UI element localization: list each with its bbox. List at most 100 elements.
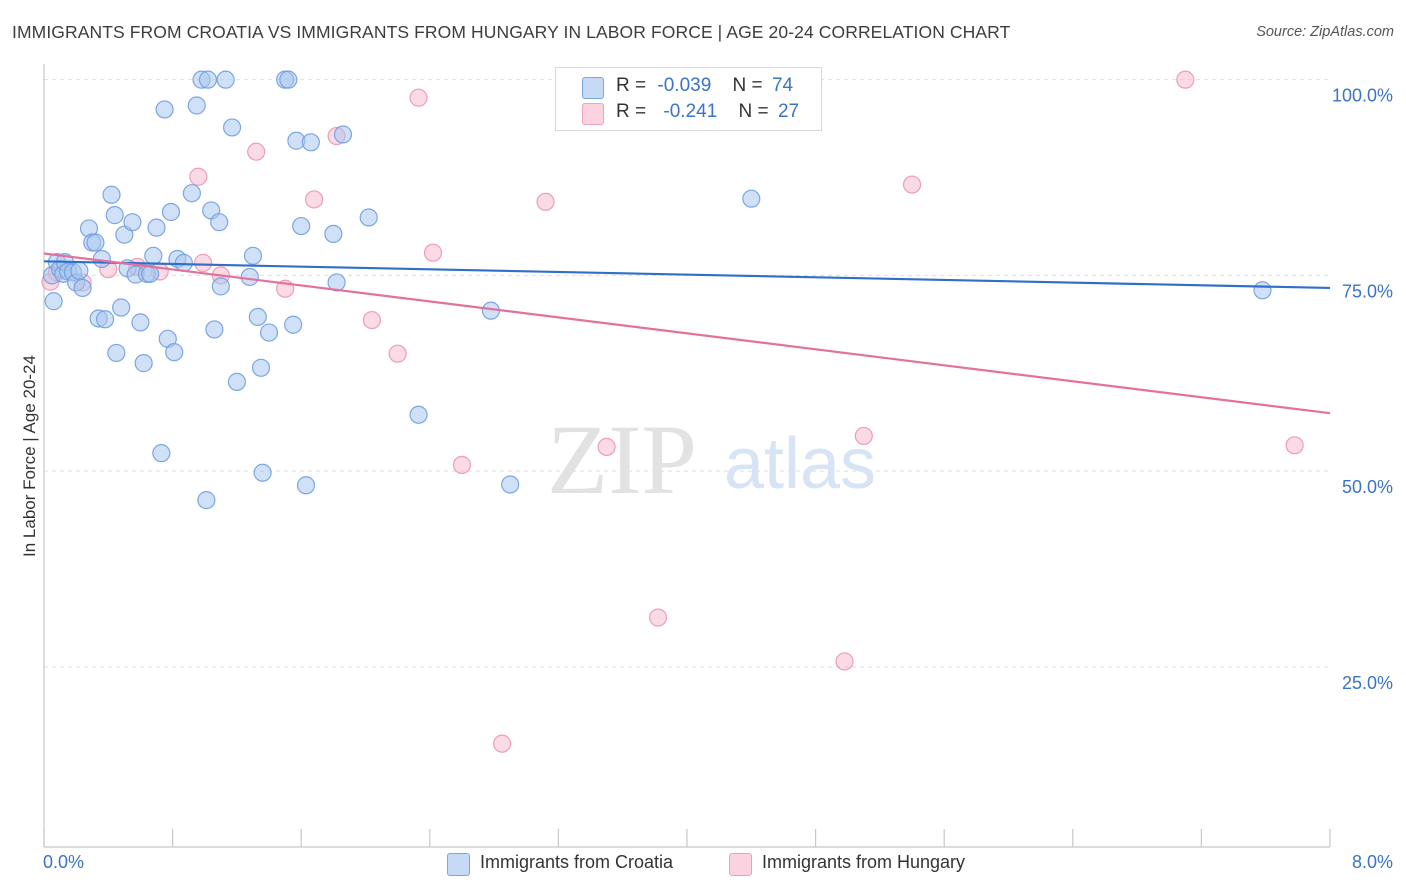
chart-title: IMMIGRANTS FROM CROATIA VS IMMIGRANTS FR…	[12, 22, 1011, 42]
bottom-legend-label-croatia: Immigrants from Croatia	[480, 852, 674, 872]
data-point-croatia	[359, 208, 378, 227]
data-point-croatia	[501, 475, 520, 494]
data-point-croatia	[123, 213, 142, 232]
data-point-hungary	[362, 310, 382, 330]
data-point-croatia	[95, 310, 115, 329]
data-point-croatia	[333, 125, 353, 144]
data-point-croatia	[44, 292, 63, 311]
data-point-hungary	[648, 608, 668, 627]
bottom-legend-swatch-hungary	[729, 853, 752, 876]
data-point-croatia	[253, 463, 272, 482]
y-tick-labels: 25.0% 50.0% 75.0% 100.0%	[1332, 86, 1393, 693]
y-axis-label: In Labor Force | Age 20-24	[20, 355, 39, 557]
data-point-hungary	[247, 142, 266, 161]
data-point-croatia	[197, 491, 216, 510]
data-point-croatia	[70, 261, 89, 280]
data-point-croatia	[327, 273, 346, 292]
data-point-hungary	[452, 455, 472, 474]
data-point-hungary	[194, 253, 213, 272]
x-tick-label-max: 8.0%	[1351, 852, 1393, 872]
data-point-croatia	[165, 343, 184, 362]
y-tick-label: 75.0%	[1342, 281, 1393, 301]
data-point-hungary	[1176, 70, 1195, 89]
data-point-hungary	[493, 734, 512, 753]
legend-n-value: 74	[771, 75, 794, 96]
data-point-croatia	[259, 323, 279, 342]
bottom-legend-swatch-croatia	[447, 853, 470, 876]
data-point-croatia	[182, 184, 201, 203]
y-tick-label: 100.0%	[1332, 86, 1393, 106]
data-point-hungary	[835, 652, 854, 671]
legend-n-label: N =	[732, 75, 763, 96]
legend-n-value: 27	[777, 101, 800, 122]
data-point-croatia	[248, 307, 267, 327]
data-point-croatia	[279, 70, 298, 89]
data-point-hungary	[902, 175, 922, 194]
legend-swatch-hungary	[582, 103, 604, 125]
data-point-croatia	[107, 343, 126, 363]
data-point-croatia	[210, 213, 229, 232]
data-point-hungary	[1285, 436, 1304, 455]
data-point-croatia	[131, 313, 150, 332]
bottom-legend-label-hungary: Immigrants from Hungary	[762, 852, 966, 872]
data-point-croatia	[324, 224, 343, 244]
data-point-croatia	[301, 133, 320, 152]
trend-line-hungary	[43, 252, 1331, 415]
data-point-croatia	[198, 70, 218, 89]
data-point-croatia	[112, 298, 131, 317]
data-point-hungary	[854, 426, 873, 446]
data-point-croatia	[144, 246, 163, 265]
data-point-croatia	[292, 216, 311, 236]
data-point-croatia	[284, 315, 303, 334]
y-tick-label: 50.0%	[1342, 477, 1393, 497]
data-point-croatia	[211, 277, 230, 296]
source-credit: Source: ZipAtlas.com	[1256, 24, 1394, 40]
x-tick-label-min: 0.0%	[43, 852, 85, 872]
legend-r-value: -0.039	[657, 75, 712, 96]
data-point-croatia	[222, 118, 242, 137]
legend-r-label: R =	[616, 75, 647, 96]
watermark-atlas: atlas	[724, 424, 876, 504]
data-point-croatia	[102, 185, 121, 204]
data-point-croatia	[155, 100, 174, 119]
data-point-croatia	[243, 246, 263, 265]
watermark: ZIP atlas	[547, 404, 876, 515]
data-point-croatia	[742, 189, 761, 208]
series-croatia-points	[42, 70, 1272, 510]
data-point-hungary	[423, 243, 443, 262]
data-point-croatia	[86, 233, 105, 252]
data-point-croatia	[409, 405, 428, 424]
data-point-hungary	[409, 88, 428, 107]
y-tick-label: 25.0%	[1342, 673, 1393, 693]
data-point-hungary	[189, 167, 208, 186]
legend-r-value: -0.241	[663, 101, 718, 122]
data-point-croatia	[251, 358, 271, 377]
data-point-croatia	[134, 354, 153, 373]
data-point-hungary	[536, 192, 555, 211]
data-point-croatia	[105, 206, 124, 225]
data-point-hungary	[597, 437, 616, 456]
data-point-croatia	[147, 218, 166, 237]
data-point-croatia	[227, 372, 246, 391]
axes	[43, 64, 1331, 848]
legend-swatch-croatia	[582, 77, 604, 99]
data-point-croatia	[216, 70, 235, 89]
data-point-croatia	[296, 476, 316, 495]
data-point-croatia	[174, 253, 193, 272]
trend-lines	[43, 252, 1331, 415]
data-point-croatia	[1253, 281, 1272, 300]
data-point-croatia	[152, 444, 171, 463]
data-point-croatia	[161, 202, 181, 222]
data-point-croatia	[240, 267, 259, 287]
data-point-croatia	[205, 320, 224, 339]
data-point-croatia	[187, 96, 206, 115]
trend-line-croatia	[43, 260, 1331, 290]
legend-n-label: N =	[738, 101, 769, 122]
legend-r-label: R =	[616, 101, 647, 122]
data-point-hungary	[388, 344, 407, 363]
watermark-zip: ZIP	[547, 404, 697, 515]
stats-legend: R = -0.039 N = 74 R = -0.241 N = 27	[555, 67, 822, 131]
data-point-croatia	[140, 264, 160, 283]
data-point-croatia	[73, 278, 92, 298]
